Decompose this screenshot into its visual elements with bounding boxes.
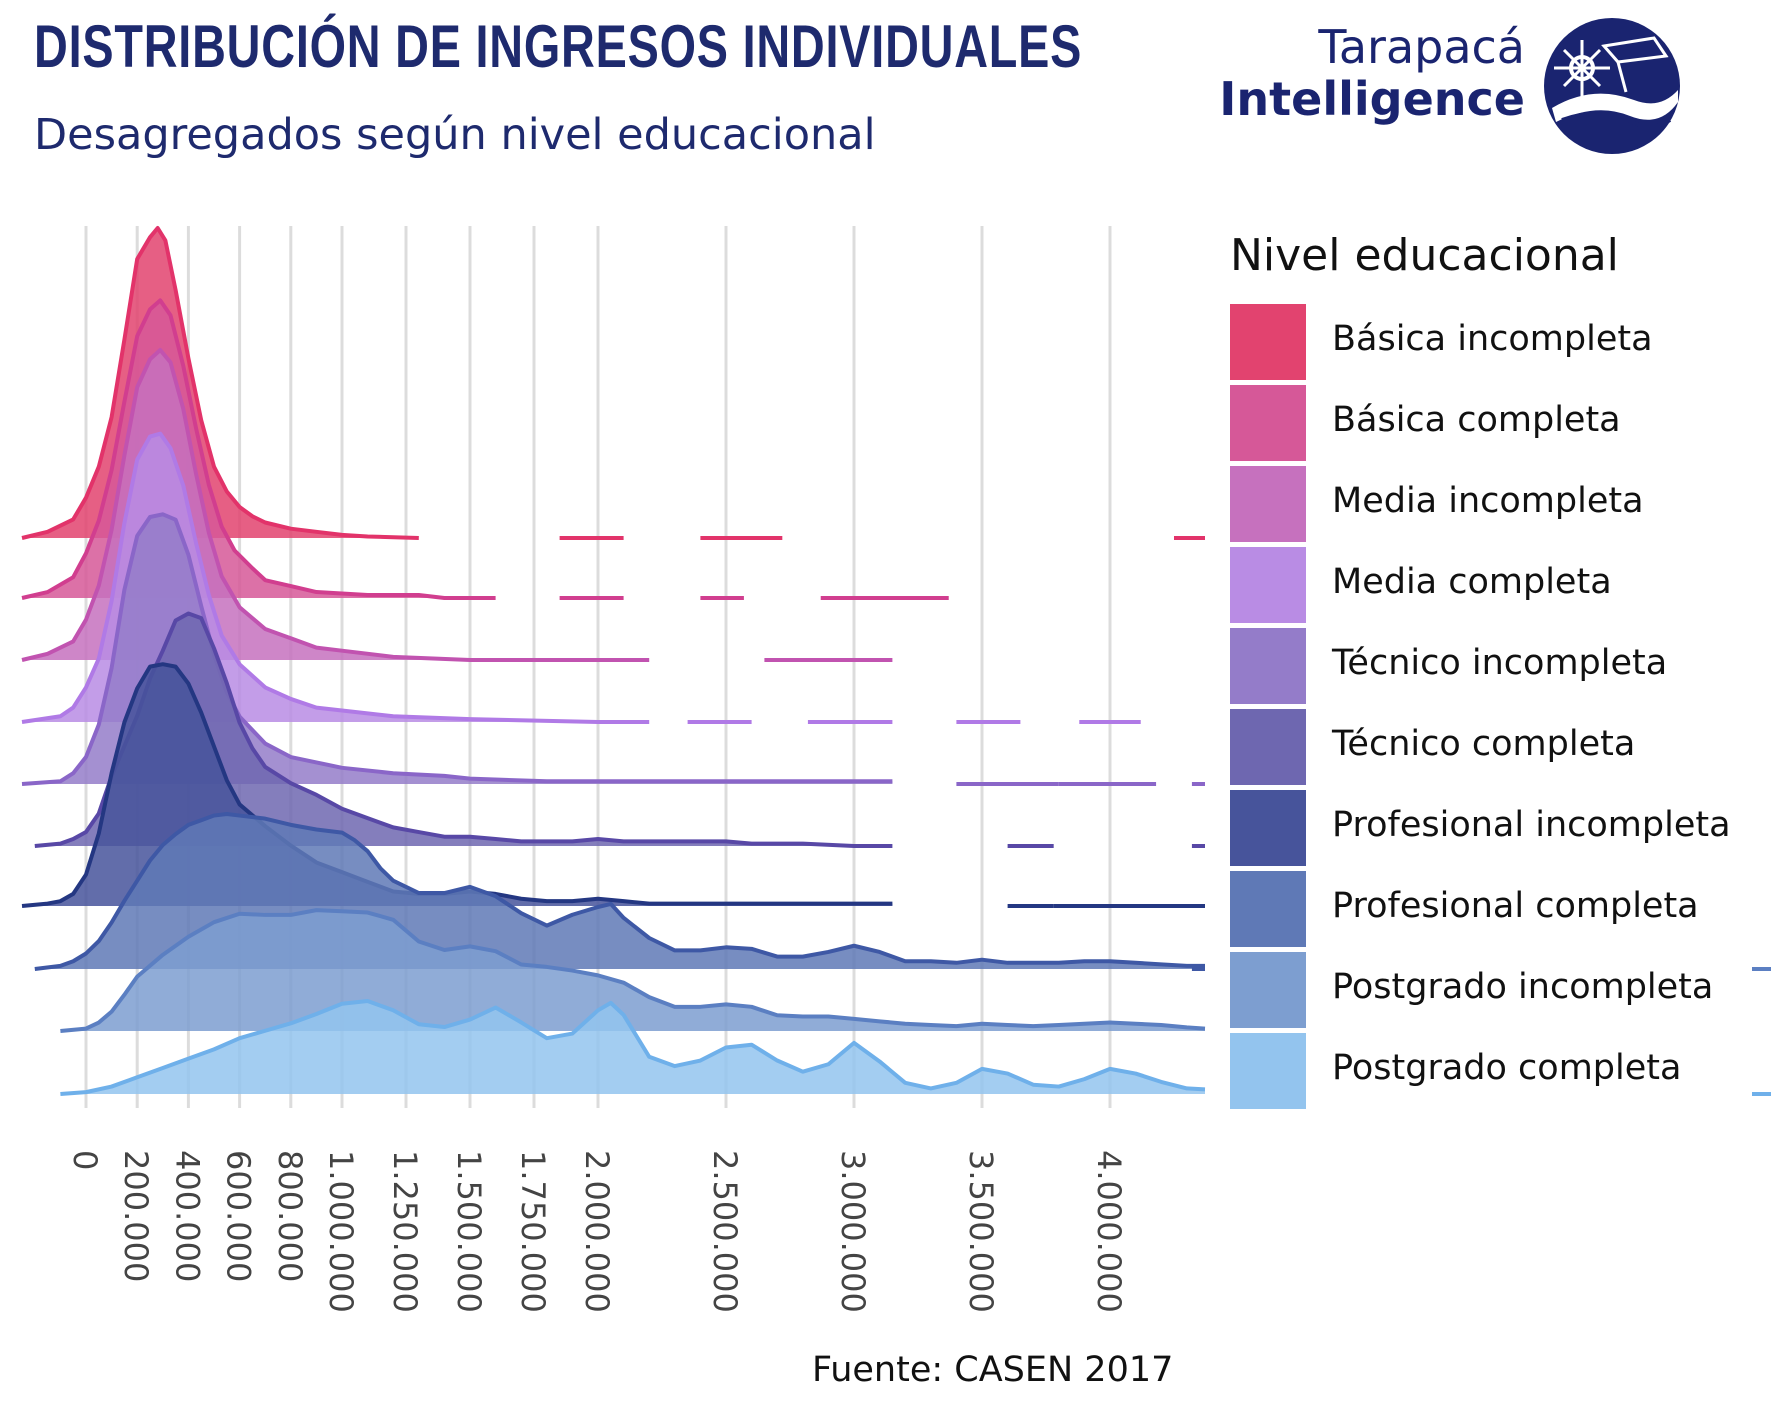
legend-swatch	[1230, 547, 1306, 623]
x-tick-label: 600.000	[220, 1150, 258, 1282]
x-tick-label: 800.000	[271, 1150, 309, 1282]
legend-item: Técnico completa	[1230, 709, 1750, 790]
ridge-line	[60, 908, 1206, 1033]
legend-swatch	[1230, 304, 1306, 380]
legend-label: Básica completa	[1332, 400, 1621, 440]
x-tick-label: 4.000.000	[1090, 1150, 1128, 1313]
legend-item: Profesional incompleta	[1230, 790, 1750, 871]
x-tick-label: 1.500.000	[450, 1150, 488, 1313]
logo-line-1: Tarapacá	[1318, 20, 1525, 74]
legend-item: Técnico incompleta	[1230, 628, 1750, 709]
legend-swatch	[1230, 1033, 1306, 1109]
ridge-area	[34, 613, 893, 846]
legend-item: Media completa	[1230, 547, 1750, 628]
ridge-line	[60, 999, 1206, 1096]
x-tick-label: 2.000.000	[578, 1150, 616, 1313]
logo-wordmark: Tarapacá Intelligence	[1219, 20, 1525, 126]
legend-label: Profesional completa	[1332, 886, 1699, 926]
ridge-area	[60, 910, 1205, 1031]
legend-swatch	[1230, 628, 1306, 704]
legend-swatch	[1230, 871, 1306, 947]
ridge-line	[34, 812, 1205, 971]
source-caption: Fuente: CASEN 2017	[812, 1350, 1174, 1390]
legend-label: Básica incompleta	[1332, 319, 1653, 359]
ridge-area	[60, 1001, 1205, 1094]
chart-subtitle: Desagregados según nivel educacional	[34, 110, 876, 160]
legend-label: Profesional incompleta	[1332, 805, 1731, 845]
x-tick-label: 3.000.000	[834, 1150, 872, 1313]
legend-label: Técnico completa	[1332, 724, 1636, 764]
legend-label: Media incompleta	[1332, 481, 1644, 521]
x-axis-tick-labels: 0 200.000 400.000 600.000 800.000 1.000.000 1.…	[66, 1150, 1128, 1313]
legend-swatch	[1230, 466, 1306, 542]
legend-title: Nivel educacional	[1230, 230, 1619, 281]
legend-label: Media completa	[1332, 562, 1612, 602]
x-tick-label: 2.500.000	[706, 1150, 744, 1313]
logo-emblem-icon	[1544, 18, 1680, 154]
ridge-line	[21, 298, 496, 600]
ridge-area	[22, 300, 496, 598]
ridge-line	[21, 226, 419, 540]
legend-item: Profesional completa	[1230, 871, 1750, 952]
ridge-series	[60, 908, 1206, 1033]
legend-item: Básica incompleta	[1230, 304, 1750, 385]
chart-title: DISTRIBUCIÓN DE INGRESOS INDIVIDUALES	[34, 13, 1083, 80]
ridge-line	[21, 348, 650, 662]
legend-swatch	[1230, 952, 1306, 1028]
x-tick-label: 1.000.000	[322, 1150, 360, 1313]
legend-label: Postgrado incompleta	[1332, 967, 1714, 1007]
legend-item: Postgrado incompleta	[1230, 952, 1750, 1033]
ridge-area	[22, 228, 419, 538]
x-tick-label: 400.000	[168, 1150, 206, 1282]
ridge-series	[60, 999, 1206, 1096]
legend-item: Media incompleta	[1230, 466, 1750, 547]
legend-label: Postgrado completa	[1332, 1048, 1682, 1088]
density-ridges	[21, 226, 1771, 1096]
legend-swatch	[1230, 385, 1306, 461]
legend-swatch	[1230, 709, 1306, 785]
legend-label: Técnico incompleta	[1332, 643, 1668, 683]
legend: Básica incompleta Básica completa Media in…	[1230, 304, 1750, 1114]
legend-item: Básica completa	[1230, 385, 1750, 466]
logo-line-2: Intelligence	[1219, 71, 1525, 126]
legend-swatch	[1230, 790, 1306, 866]
x-tick-label: 3.500.000	[962, 1150, 1000, 1313]
x-tick-label: 0	[66, 1150, 104, 1170]
legend-item: Postgrado completa	[1230, 1033, 1750, 1114]
x-tick-label: 1.750.000	[514, 1150, 552, 1313]
x-tick-label: 1.250.000	[386, 1150, 424, 1313]
x-tick-label: 200.000	[117, 1150, 155, 1282]
ridge-line	[21, 431, 650, 724]
